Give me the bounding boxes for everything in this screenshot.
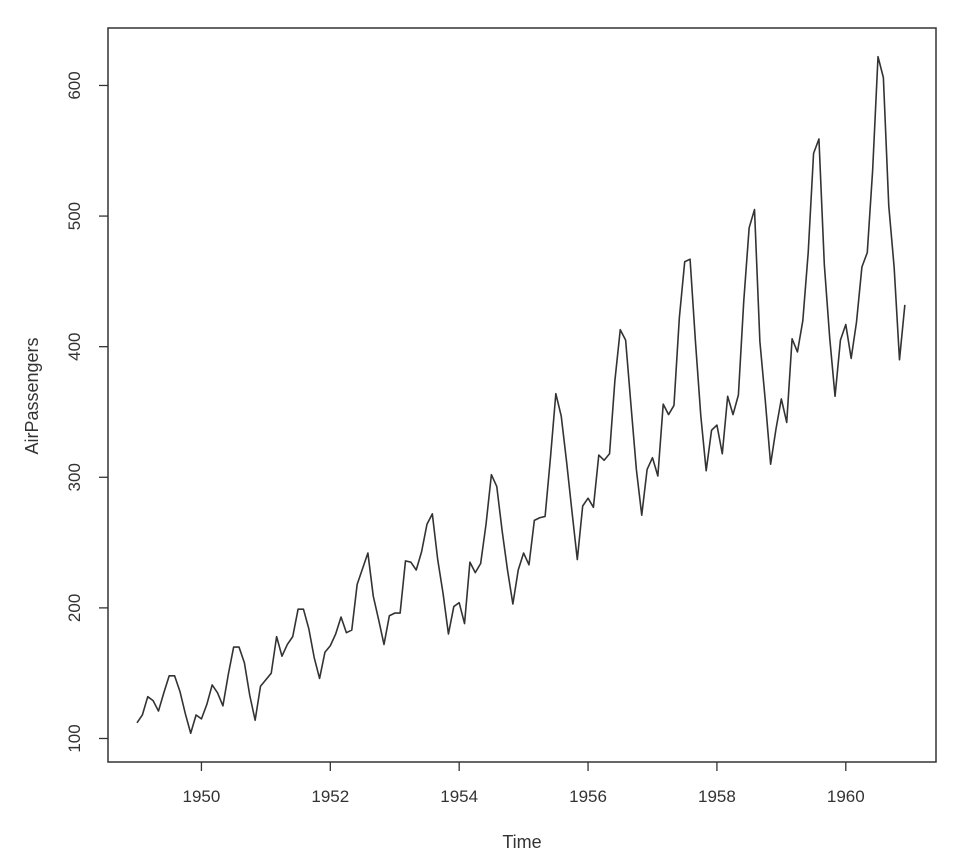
x-tick-label: 1956: [569, 787, 607, 806]
x-tick-label: 1954: [440, 787, 478, 806]
x-tick-label: 1950: [183, 787, 221, 806]
x-tick-label: 1952: [311, 787, 349, 806]
x-axis-title: Time: [502, 832, 541, 852]
x-axis: 1950 1952 1954 1956 1958 1960: [183, 762, 865, 806]
y-tick-label: 400: [65, 332, 84, 360]
y-tick-label: 600: [65, 71, 84, 99]
y-axis: 100 200 300 400 500 600: [65, 71, 108, 753]
y-tick-label: 500: [65, 202, 84, 230]
x-tick-label: 1958: [698, 787, 736, 806]
x-tick-label: 1960: [827, 787, 865, 806]
y-tick-label: 100: [65, 724, 84, 752]
y-tick-label: 300: [65, 463, 84, 491]
series-line: [136, 55, 906, 735]
plot-frame: [107, 27, 937, 763]
y-tick-label: 200: [65, 594, 84, 622]
y-axis-title: AirPassengers: [22, 337, 42, 454]
